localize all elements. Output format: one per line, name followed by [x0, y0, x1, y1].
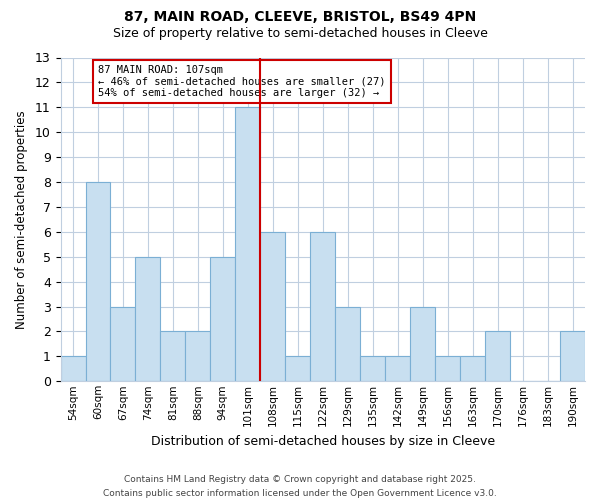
Bar — [136, 256, 160, 382]
Bar — [235, 108, 260, 382]
Bar — [360, 356, 385, 382]
Y-axis label: Number of semi-detached properties: Number of semi-detached properties — [15, 110, 28, 328]
Text: Contains HM Land Registry data © Crown copyright and database right 2025.
Contai: Contains HM Land Registry data © Crown c… — [103, 476, 497, 498]
Bar — [435, 356, 460, 382]
Bar — [310, 232, 335, 382]
Bar — [86, 182, 110, 382]
Bar — [160, 332, 185, 382]
Bar — [335, 306, 360, 382]
Bar — [286, 356, 310, 382]
Bar — [385, 356, 410, 382]
Bar — [110, 306, 136, 382]
Bar — [211, 256, 235, 382]
Text: Size of property relative to semi-detached houses in Cleeve: Size of property relative to semi-detach… — [113, 28, 487, 40]
Bar — [260, 232, 286, 382]
Text: 87, MAIN ROAD, CLEEVE, BRISTOL, BS49 4PN: 87, MAIN ROAD, CLEEVE, BRISTOL, BS49 4PN — [124, 10, 476, 24]
Bar — [460, 356, 485, 382]
Bar — [410, 306, 435, 382]
X-axis label: Distribution of semi-detached houses by size in Cleeve: Distribution of semi-detached houses by … — [151, 434, 495, 448]
Text: 87 MAIN ROAD: 107sqm
← 46% of semi-detached houses are smaller (27)
54% of semi-: 87 MAIN ROAD: 107sqm ← 46% of semi-detac… — [98, 65, 386, 98]
Bar — [485, 332, 510, 382]
Bar — [185, 332, 211, 382]
Bar — [560, 332, 585, 382]
Bar — [61, 356, 86, 382]
